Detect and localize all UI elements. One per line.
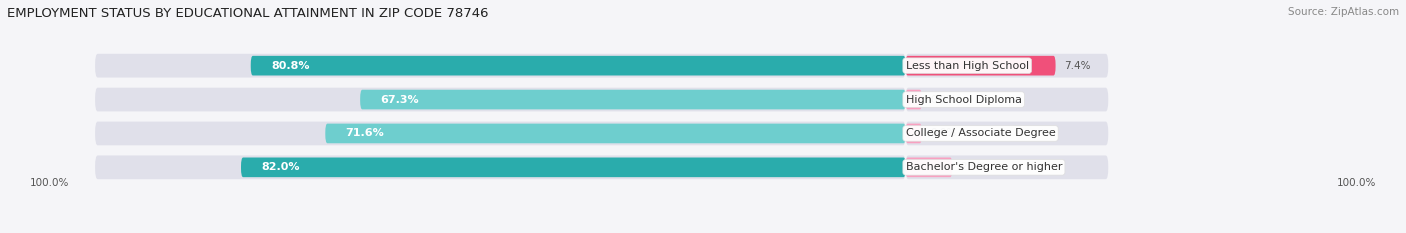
Text: 0.0%: 0.0%	[929, 95, 956, 105]
Text: Source: ZipAtlas.com: Source: ZipAtlas.com	[1288, 7, 1399, 17]
Text: Bachelor's Degree or higher: Bachelor's Degree or higher	[905, 162, 1062, 172]
Text: 82.0%: 82.0%	[262, 162, 299, 172]
Text: 100.0%: 100.0%	[1336, 178, 1375, 188]
Text: 80.8%: 80.8%	[271, 61, 309, 71]
Text: 100.0%: 100.0%	[31, 178, 70, 188]
Text: 71.6%: 71.6%	[346, 128, 384, 138]
FancyBboxPatch shape	[905, 56, 1056, 75]
Text: College / Associate Degree: College / Associate Degree	[905, 128, 1056, 138]
FancyBboxPatch shape	[905, 155, 1108, 179]
FancyBboxPatch shape	[96, 88, 905, 111]
FancyBboxPatch shape	[325, 124, 905, 143]
FancyBboxPatch shape	[905, 90, 922, 109]
FancyBboxPatch shape	[96, 54, 905, 78]
Text: 2.3%: 2.3%	[960, 162, 987, 172]
FancyBboxPatch shape	[96, 155, 905, 179]
Text: Less than High School: Less than High School	[905, 61, 1029, 71]
FancyBboxPatch shape	[905, 124, 922, 143]
FancyBboxPatch shape	[905, 158, 952, 177]
Text: High School Diploma: High School Diploma	[905, 95, 1022, 105]
FancyBboxPatch shape	[360, 90, 905, 109]
Text: 0.0%: 0.0%	[929, 128, 956, 138]
Text: 67.3%: 67.3%	[381, 95, 419, 105]
FancyBboxPatch shape	[905, 122, 1108, 145]
FancyBboxPatch shape	[905, 88, 1108, 111]
FancyBboxPatch shape	[240, 158, 905, 177]
Text: 7.4%: 7.4%	[1064, 61, 1090, 71]
FancyBboxPatch shape	[96, 122, 905, 145]
Text: EMPLOYMENT STATUS BY EDUCATIONAL ATTAINMENT IN ZIP CODE 78746: EMPLOYMENT STATUS BY EDUCATIONAL ATTAINM…	[7, 7, 488, 20]
FancyBboxPatch shape	[905, 54, 1108, 78]
FancyBboxPatch shape	[250, 56, 905, 75]
